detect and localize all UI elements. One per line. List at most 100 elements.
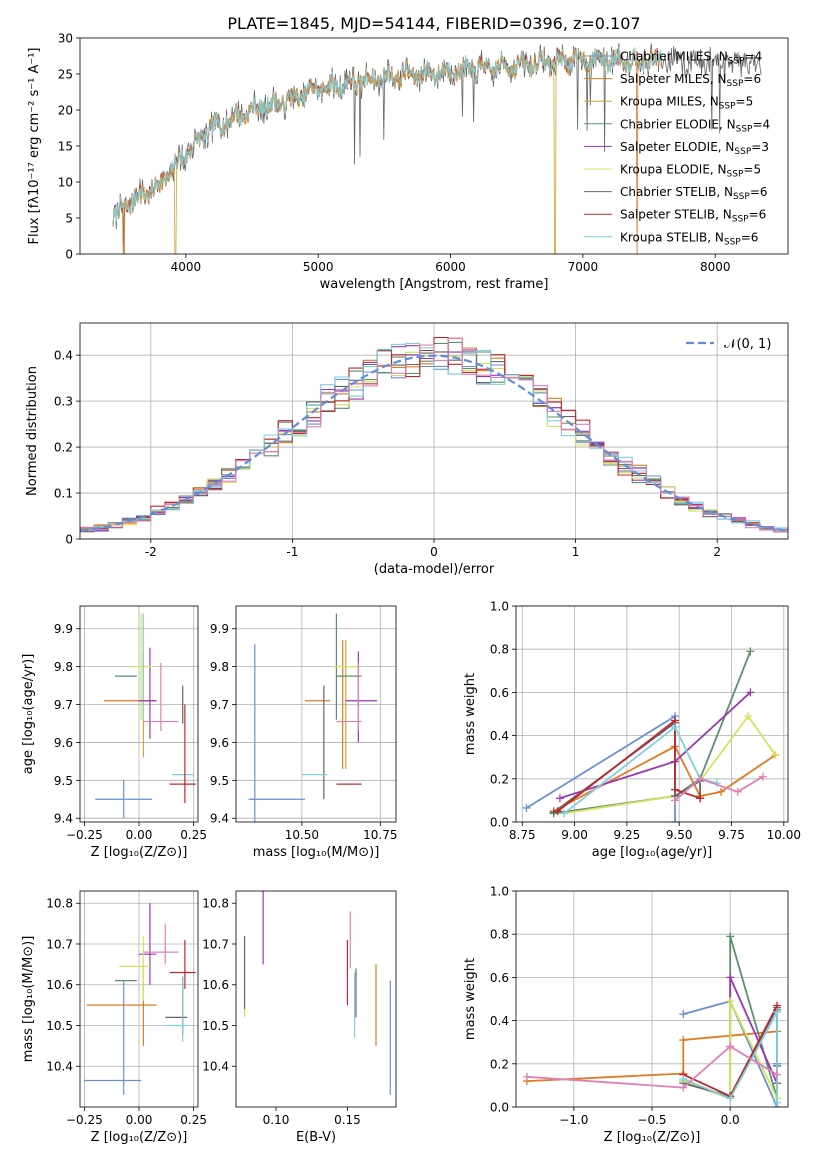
y-tick-label: 0.8 bbox=[490, 643, 509, 657]
x-tick-label: −0.25 bbox=[66, 828, 103, 842]
spectrum-line bbox=[112, 48, 663, 254]
x-tick-label: 0.00 bbox=[126, 828, 153, 842]
axes-frame bbox=[235, 890, 397, 1108]
legend-nssp: 4 bbox=[763, 117, 771, 131]
legend-name: Kroupa STELIB bbox=[620, 230, 707, 244]
plus-marker bbox=[555, 794, 564, 803]
legend-entry: Kroupa MILES, NSSP=5 bbox=[620, 95, 753, 112]
y-tick-label: 9.9 bbox=[54, 622, 73, 636]
y-tick-label: 0.4 bbox=[490, 1014, 509, 1028]
legend-nssp-sub: SSP bbox=[728, 57, 745, 67]
plot-spectrum: 4000 5000 6000 7000 8000 0 5 10 15 20 25 30 waveleng… bbox=[27, 32, 789, 292]
legend-nssp-label: , N bbox=[715, 208, 732, 222]
x-tick-label: 2 bbox=[713, 545, 721, 559]
plot-massweight_vs_Z: −1.0 −0.5 0.0 0.0 0.2 0.4 0.6 0.8 1.0 Z [log₁₀(Z/… bbox=[463, 885, 789, 1145]
x-tick-label: −1.0 bbox=[559, 1113, 588, 1127]
legend-nssp-sub: SSP bbox=[733, 192, 750, 202]
x-tick-label: 8000 bbox=[700, 260, 731, 274]
legend-name: Chabrier STELIB bbox=[620, 185, 716, 199]
legend-nssp-eq: = bbox=[741, 230, 751, 244]
plus-marker bbox=[671, 796, 680, 805]
x-tick-label: 0.25 bbox=[180, 828, 207, 842]
y-tick-label: 30 bbox=[58, 32, 73, 46]
y-tick-label: 10.6 bbox=[46, 978, 73, 992]
y-tick-label: 10 bbox=[58, 176, 73, 190]
legend-nssp: 6 bbox=[759, 208, 767, 222]
gaussian-curve bbox=[80, 354, 788, 532]
plot-area-mass_vs_Z bbox=[84, 903, 196, 1095]
axes-frame bbox=[79, 605, 199, 823]
y-tick-label: 1.0 bbox=[490, 885, 509, 899]
x-tick-label: 8.75 bbox=[509, 828, 536, 842]
y-tick-label: 9.4 bbox=[54, 812, 73, 826]
plot-age_vs_Z: −0.25 0.00 0.25 9.4 9.5 9.6 9.7 9.8 9.9 Z [log₁₀(… bbox=[21, 605, 207, 860]
y-tick-label: 10.5 bbox=[46, 1019, 73, 1033]
y-axis-label: mass weight bbox=[463, 958, 478, 1040]
y-tick-label: 10.8 bbox=[46, 897, 73, 911]
legend-name: Chabrier MILES bbox=[620, 50, 711, 64]
y-tick-label: 25 bbox=[58, 68, 73, 82]
legend-nssp-eq: = bbox=[749, 208, 759, 222]
plot-massweight_vs_age: 8.75 9.00 9.25 9.50 9.75 10.00 0.0 0.2 0.4 0.6 0.8… bbox=[463, 600, 801, 861]
x-tick-label: 6000 bbox=[435, 260, 466, 274]
legend-nssp: 6 bbox=[751, 230, 759, 244]
plot-area-massweight_vs_age bbox=[522, 647, 780, 822]
legend-name: Salpeter STELIB bbox=[620, 208, 715, 222]
legend-nssp-sub: SSP bbox=[719, 102, 736, 112]
y-axis-label: age [log₁₀(age/yr)] bbox=[21, 654, 36, 775]
y-tick-label: 9.6 bbox=[210, 736, 229, 750]
y-tick-label: 10.7 bbox=[46, 937, 73, 951]
axes-frame bbox=[515, 890, 789, 1108]
plus-marker bbox=[773, 1098, 782, 1107]
y-tick-label: 5 bbox=[65, 212, 73, 226]
plus-marker bbox=[726, 1094, 735, 1103]
legend-nssp-label: , N bbox=[707, 230, 724, 244]
x-axis-label: E(B-V) bbox=[296, 1130, 336, 1145]
plus-marker bbox=[671, 818, 680, 822]
spectrum-line bbox=[112, 46, 663, 225]
legend-entry: Salpeter ELODIE, NSSP=3 bbox=[620, 140, 769, 157]
plus-marker bbox=[560, 809, 569, 818]
plus-marker bbox=[671, 785, 680, 794]
plus-marker bbox=[758, 772, 767, 781]
legend-nssp: 5 bbox=[753, 163, 761, 177]
x-tick-label: 0.10 bbox=[263, 1113, 290, 1127]
legend-entry: Chabrier ELODIE, NSSP=4 bbox=[620, 117, 770, 134]
y-tick-label: 0.1 bbox=[54, 487, 73, 501]
legend-name: Salpeter MILES bbox=[620, 72, 710, 86]
axes-frame bbox=[79, 37, 789, 255]
y-tick-label: 10.5 bbox=[202, 1019, 229, 1033]
legend-nssp-sub: SSP bbox=[727, 79, 744, 89]
y-tick-label: 9.7 bbox=[54, 698, 73, 712]
x-tick-label: 0.15 bbox=[334, 1113, 361, 1127]
plus-marker bbox=[696, 774, 705, 783]
y-tick-label: 10.4 bbox=[202, 1060, 229, 1074]
plot-age_vs_mass: 10.50 10.75 9.4 9.5 9.6 9.7 9.8 9.9 mass [log₁₀(… bbox=[210, 605, 397, 860]
legend-nssp-label: , N bbox=[711, 50, 728, 64]
y-tick-label: 0.3 bbox=[54, 395, 73, 409]
y-axis-label: Normed distribution bbox=[25, 366, 40, 496]
plus-marker bbox=[679, 1036, 688, 1045]
legend-entry: Kroupa ELODIE, NSSP=5 bbox=[620, 163, 761, 180]
x-axis-label: Z [log₁₀(Z/Z⊙)] bbox=[91, 845, 188, 860]
spectrum-line bbox=[112, 46, 663, 254]
legend-entry: Chabrier STELIB, NSSP=6 bbox=[620, 185, 768, 202]
y-tick-label: 0.2 bbox=[490, 1057, 509, 1071]
legend-nssp: 6 bbox=[753, 72, 761, 86]
histogram-series bbox=[80, 337, 788, 533]
legend-nssp-label: , N bbox=[702, 95, 719, 109]
plus-marker bbox=[726, 932, 735, 941]
plot-area-spectrum bbox=[112, 42, 762, 254]
y-tick-label: 0.2 bbox=[54, 441, 73, 455]
plus-marker bbox=[746, 647, 755, 656]
legend-nssp-label: , N bbox=[710, 163, 727, 177]
plot-area-residuals bbox=[80, 337, 788, 533]
axes-frame bbox=[79, 890, 199, 1108]
legend-nssp-sub: SSP bbox=[732, 215, 749, 225]
y-tick-label: 9.9 bbox=[210, 622, 229, 636]
plus-marker bbox=[717, 787, 726, 796]
y-tick-label: 10.4 bbox=[46, 1060, 73, 1074]
legend-nssp-sub: SSP bbox=[727, 170, 744, 180]
x-tick-label: −0.5 bbox=[637, 1113, 666, 1127]
y-tick-label: 9.4 bbox=[210, 812, 229, 826]
